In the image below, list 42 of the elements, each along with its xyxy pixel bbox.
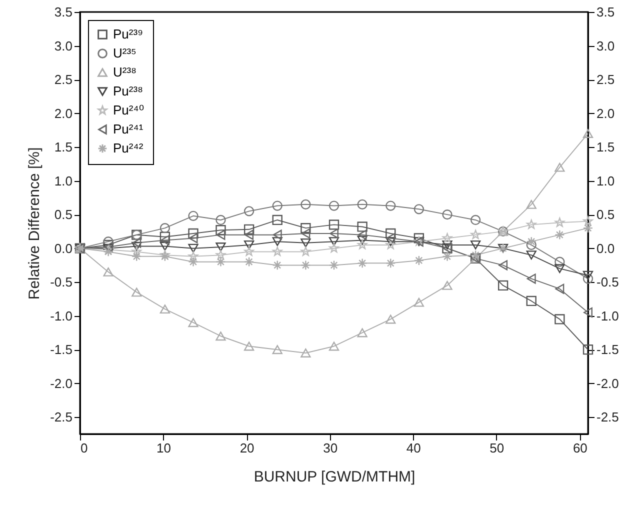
y-tick-label: -0.5 <box>50 274 72 290</box>
y-tick-label: 0.0 <box>54 240 72 256</box>
y-tick-label: -2.0 <box>50 376 72 391</box>
y-axis-title: Relative Difference [%] <box>26 147 44 300</box>
y-tick-label: -2.5 <box>50 410 72 425</box>
legend-label: Pu²⁴² <box>113 140 144 156</box>
y2-tick-label: -2.5 <box>596 410 619 425</box>
y-tick-label: 3.0 <box>54 38 72 54</box>
y-tick-label: -1.5 <box>50 342 72 358</box>
x-tick-label: 60 <box>572 440 588 456</box>
x-tick-label: 40 <box>406 440 421 456</box>
y-tick-label: 2.5 <box>54 72 72 88</box>
y2-tick-label: -1.5 <box>596 342 619 358</box>
legend-label: U²³⁵ <box>113 46 136 60</box>
y2-tick-label: 1.0 <box>596 173 615 188</box>
y2-tick-label: -2.0 <box>596 376 619 391</box>
legend-label: Pu²³⁸ <box>113 84 144 98</box>
y-tick-label: 1.5 <box>54 140 72 155</box>
y2-tick-label: 0.5 <box>596 207 615 222</box>
legend-label: Pu²⁴¹ <box>113 122 144 136</box>
y2-tick-label: 0.0 <box>596 240 615 256</box>
y2-tick-label: 2.0 <box>596 106 615 121</box>
y-tick-label: 3.5 <box>54 4 72 20</box>
y2-tick-label: 1.5 <box>596 140 615 155</box>
y2-tick-label: -0.5 <box>596 274 619 290</box>
y2-tick-label: 2.5 <box>596 72 615 88</box>
x-tick-label: 20 <box>240 440 254 456</box>
y-tick-label: 0.5 <box>54 207 72 222</box>
x-tick-label: 30 <box>323 440 338 456</box>
legend-label: U²³⁸ <box>113 64 137 80</box>
x-axis-title: BURNUP [GWD/MTHM] <box>254 468 416 486</box>
y2-tick-label: -1.0 <box>596 308 619 324</box>
x-tick-label: 0 <box>80 440 88 456</box>
y2-tick-label: 3.5 <box>596 4 615 20</box>
legend-label: Pu²³⁹ <box>113 26 144 42</box>
y-tick-label: -1.0 <box>50 308 72 324</box>
y2-tick-label: 3.0 <box>596 38 615 54</box>
x-tick-label: 50 <box>490 440 504 456</box>
y-tick-label: 1.0 <box>54 173 72 188</box>
legend-label: Pu²⁴⁰ <box>113 102 144 118</box>
x-tick-label: 10 <box>156 440 172 456</box>
y-tick-label: 2.0 <box>54 106 72 121</box>
